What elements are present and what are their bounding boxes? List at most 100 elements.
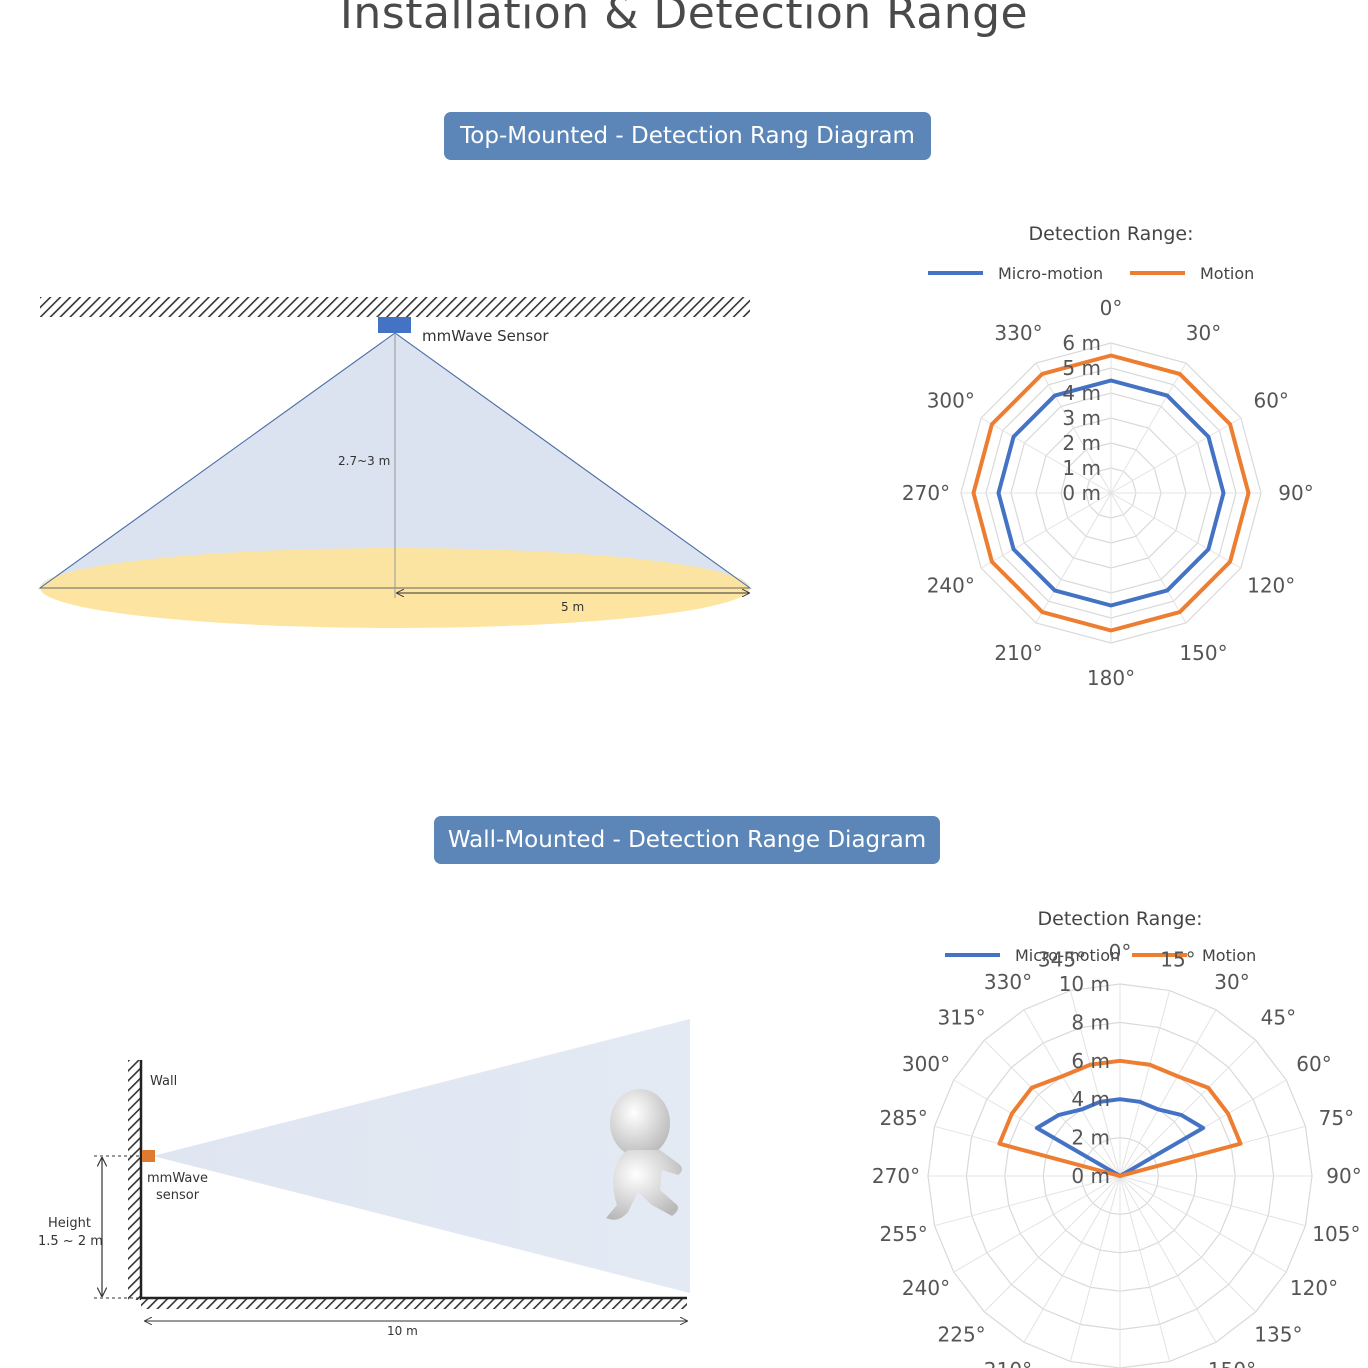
top-polar-chart: Detection Range: Micro-motion Motion 0 m1 m…: [902, 223, 1314, 690]
ring-label: 0 m: [1071, 1164, 1110, 1188]
series-0-line: [996, 378, 1226, 608]
angle-label: 105°: [1312, 1222, 1360, 1246]
grid-spoke: [1023, 1175, 1121, 1343]
angle-label: 150°: [1179, 641, 1227, 665]
series-1-line: [971, 353, 1251, 633]
ring-label: 6 m: [1071, 1049, 1110, 1073]
legend-label-0: Micro-motion: [998, 264, 1103, 283]
ring-label: 8 m: [1071, 1010, 1110, 1034]
angle-label: 270°: [872, 1164, 920, 1188]
angle-label: 60°: [1296, 1052, 1331, 1076]
angle-label: 225°: [938, 1322, 986, 1346]
grid-spoke: [1119, 1039, 1257, 1177]
ring-label: 5 m: [1062, 356, 1101, 380]
grid-spoke: [1035, 492, 1112, 624]
radius-label: 5 m: [561, 600, 584, 614]
wall-label: Wall: [150, 1074, 177, 1089]
wall-mounted-banner: Wall-Mounted - Detection Range Diagram: [434, 816, 940, 864]
angle-label: 240°: [902, 1276, 950, 1300]
ring-label: 0 m: [1062, 481, 1101, 505]
top-mounted-banner: Top-Mounted - Detection Rang Diagram: [444, 112, 931, 160]
ring-label: 6 m: [1062, 331, 1101, 355]
chart-title: Detection Range:: [1038, 908, 1203, 930]
angle-label: 255°: [880, 1222, 928, 1246]
angle-label: 345°: [1038, 948, 1086, 972]
angle-label: 30°: [1214, 970, 1249, 994]
ring-label: 3 m: [1062, 406, 1101, 430]
grid-spoke: [1023, 1009, 1121, 1177]
grid-spoke: [1110, 362, 1187, 494]
angle-label: 75°: [1319, 1106, 1354, 1130]
ceiling-sensor: [378, 317, 411, 333]
grid-spoke: [980, 417, 1112, 494]
angle-label: 0°: [1100, 296, 1123, 320]
legend-label-1: Motion: [1200, 264, 1254, 283]
grid-spoke: [1119, 990, 1171, 1177]
ceiling: [40, 297, 750, 317]
grid-spoke: [1035, 362, 1112, 494]
grid-spoke: [953, 1175, 1121, 1273]
chart-title: Detection Range:: [1029, 223, 1194, 245]
sensor-label: mmWave Sensor: [422, 327, 549, 345]
floor: [141, 1298, 687, 1309]
height-label-line1: Height: [48, 1216, 91, 1231]
angle-label: 330°: [994, 321, 1042, 345]
ring-label: 1 m: [1062, 456, 1101, 480]
grid-spoke: [1119, 1175, 1257, 1313]
angle-label: 240°: [927, 574, 975, 598]
height-label: 2.7~3 m: [338, 454, 390, 468]
angle-label: 90°: [1278, 481, 1313, 505]
angle-label: 15°: [1160, 948, 1195, 972]
angle-label: 135°: [1254, 1322, 1302, 1346]
legend-label-0: Micro-motion: [1015, 946, 1120, 965]
angle-label: 210°: [984, 1358, 1032, 1368]
walking-person: [606, 1089, 682, 1220]
grid-spoke: [1110, 492, 1187, 624]
wall-polar-chart: Detection Range: Micro-motion Motion 0 m 2 m…: [872, 908, 1362, 1368]
grid-spoke: [1119, 1009, 1217, 1177]
grid-spoke: [1069, 1175, 1121, 1362]
grid-spoke: [1069, 990, 1121, 1177]
page-title: Installation & Detection Range: [339, 0, 1029, 39]
angle-label: 180°: [1087, 666, 1135, 690]
grid-spoke: [934, 1175, 1121, 1227]
angle-label: 30°: [1186, 321, 1221, 345]
grid-spoke: [1119, 1175, 1171, 1362]
wall-sensor: [142, 1150, 155, 1162]
grid-spoke: [983, 1039, 1121, 1177]
detection-beam: [153, 1019, 690, 1293]
grid-spoke: [1119, 1175, 1217, 1343]
ring-label: 4 m: [1071, 1087, 1110, 1111]
grid-spoke: [1119, 1175, 1306, 1227]
angle-label: 300°: [927, 389, 975, 413]
ring-label: 4 m: [1062, 381, 1101, 405]
ring-label: 10 m: [1059, 972, 1110, 996]
legend-label-1: Motion: [1202, 946, 1256, 965]
ring-label: 2 m: [1062, 431, 1101, 455]
angle-label: 0°: [1109, 940, 1132, 964]
angle-label: 210°: [994, 641, 1042, 665]
ring-label: 2 m: [1071, 1126, 1110, 1150]
angle-label: 120°: [1290, 1276, 1338, 1300]
angle-label: 270°: [902, 481, 950, 505]
sensor-label-line2: sensor: [156, 1188, 200, 1203]
wall: [128, 1060, 140, 1300]
angle-label: 60°: [1253, 389, 1288, 413]
angle-label: 300°: [902, 1052, 950, 1076]
angle-label: 150°: [1208, 1358, 1256, 1368]
angle-label: 315°: [938, 1006, 986, 1030]
grid-spoke: [1110, 492, 1242, 569]
angle-label: 120°: [1247, 574, 1295, 598]
sensor-label-line1: mmWave: [147, 1171, 208, 1186]
angle-label: 330°: [984, 970, 1032, 994]
angle-label: 45°: [1261, 1006, 1296, 1030]
grid-spoke: [1119, 1175, 1287, 1273]
grid-spoke: [980, 492, 1112, 569]
distance-label: 10 m: [387, 1324, 418, 1338]
grid-spoke: [983, 1175, 1121, 1313]
angle-label: 90°: [1326, 1164, 1361, 1188]
angle-label: 285°: [880, 1106, 928, 1130]
grid-spoke: [1110, 417, 1242, 494]
